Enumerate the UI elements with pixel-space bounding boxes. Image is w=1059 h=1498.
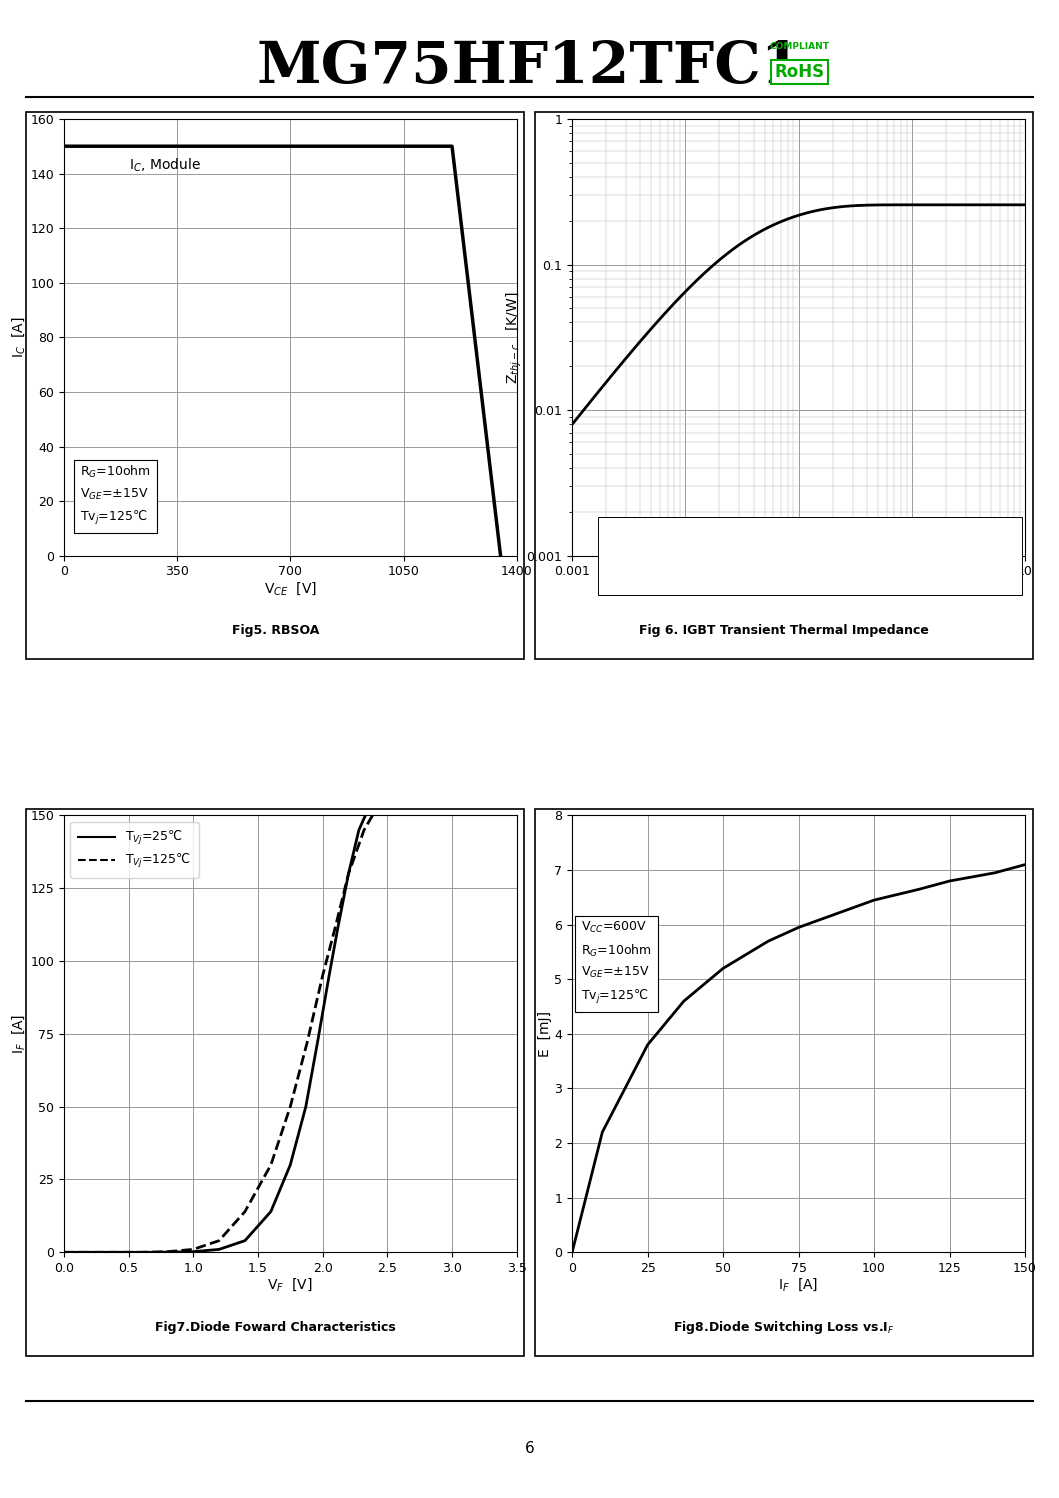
Text: 0.02: 0.02 [798, 572, 822, 583]
Text: 0.0154: 0.0154 [707, 551, 743, 560]
Text: 6: 6 [524, 1441, 535, 1456]
Text: 1: 1 [722, 529, 729, 539]
Text: 4: 4 [968, 529, 974, 539]
Text: 0.05: 0.05 [883, 572, 907, 583]
X-axis label: V$_F$  [V]: V$_F$ [V] [268, 1276, 313, 1293]
Text: RoHS: RoHS [774, 63, 825, 81]
Text: COMPLIANT: COMPLIANT [770, 42, 829, 51]
Text: 3: 3 [892, 529, 898, 539]
Y-axis label: I$_F$  [A]: I$_F$ [A] [11, 1014, 28, 1055]
Text: 0.0745: 0.0745 [953, 551, 989, 560]
Text: I$_C$, Module: I$_C$, Module [128, 157, 200, 174]
Y-axis label: I$_C$  [A]: I$_C$ [A] [11, 316, 28, 358]
Text: 0.1: 0.1 [963, 572, 980, 583]
X-axis label: t [s]: t [s] [785, 580, 812, 593]
Text: 2: 2 [807, 529, 813, 539]
Text: Fig7.Diode Foward Characteristics: Fig7.Diode Foward Characteristics [155, 1321, 396, 1333]
Y-axis label: Z$_{thj-c}$   [K/W]: Z$_{thj-c}$ [K/W] [504, 291, 524, 383]
Text: τ [s]: τ [s] [638, 572, 661, 583]
Text: MG75HF12TFC1: MG75HF12TFC1 [257, 39, 802, 96]
Text: Fig 6. IGBT Transient Thermal Impedance: Fig 6. IGBT Transient Thermal Impedance [639, 625, 929, 637]
Text: Fig8.Diode Switching Loss vs.I$_F$: Fig8.Diode Switching Loss vs.I$_F$ [672, 1318, 895, 1336]
Text: i:: i: [646, 529, 652, 539]
Legend: T$_{Vj}$=25℃, T$_{Vj}$=125℃: T$_{Vj}$=25℃, T$_{Vj}$=125℃ [70, 822, 199, 878]
Text: V$_{CC}$=600V
R$_G$=10ohm
V$_{GE}$=±15V
Tv$_j$=125℃: V$_{CC}$=600V R$_G$=10ohm V$_{GE}$=±15V … [581, 920, 652, 1005]
Text: 0.0823: 0.0823 [877, 551, 913, 560]
X-axis label: V$_{CE}$  [V]: V$_{CE}$ [V] [264, 580, 317, 596]
Text: Fig5. RBSOA: Fig5. RBSOA [232, 625, 319, 637]
Text: 0.0848: 0.0848 [792, 551, 828, 560]
Y-axis label: E  [mJ]: E [mJ] [538, 1011, 552, 1058]
Text: r[K/W]: r[K/W] [632, 551, 666, 560]
Text: 0.01: 0.01 [714, 572, 737, 583]
Text: R$_G$=10ohm
V$_{GE}$=±15V
Tv$_j$=125℃: R$_G$=10ohm V$_{GE}$=±15V Tv$_j$=125℃ [80, 464, 151, 527]
X-axis label: I$_F$  [A]: I$_F$ [A] [778, 1276, 819, 1293]
